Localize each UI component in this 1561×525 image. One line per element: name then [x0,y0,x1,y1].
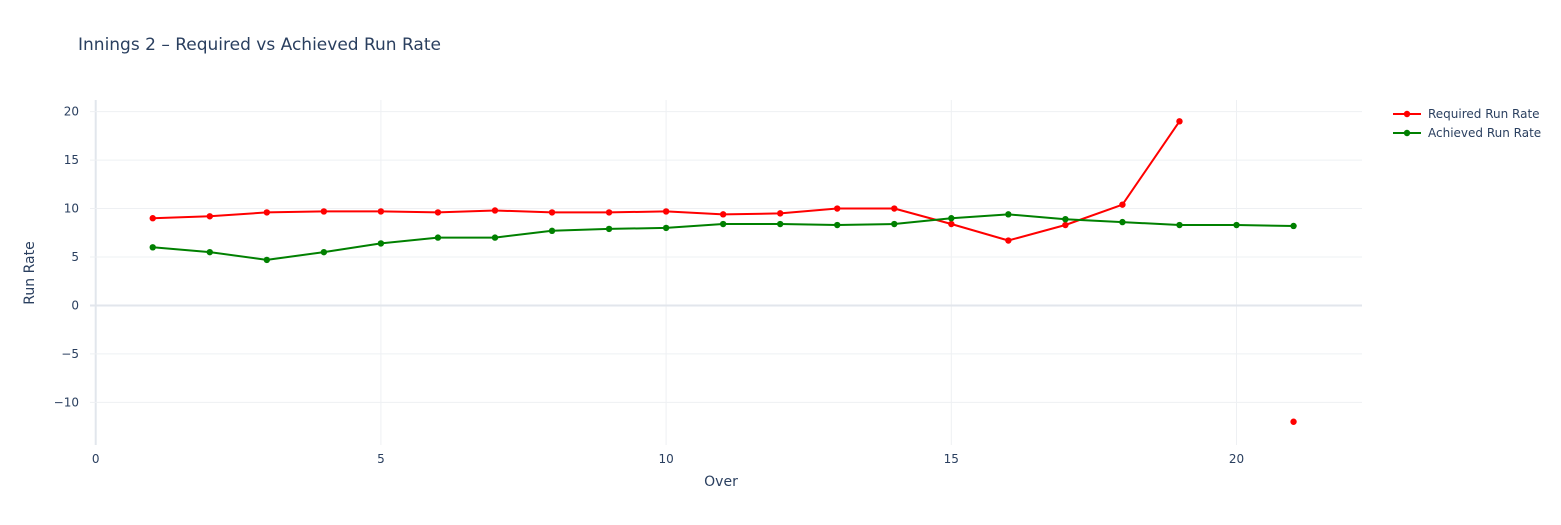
data-point [776,210,784,217]
data-point [434,209,442,216]
data-point [891,205,898,212]
data-point [1005,211,1012,218]
x-tick-labels: 0 5 10 15 20 [92,452,1244,466]
data-point [662,208,670,215]
data-point [662,224,670,232]
data-point [377,240,385,247]
data-point [320,208,328,215]
x-axis-title: Over [704,474,738,490]
series-0 [149,118,1297,425]
legend-label: Required Run Rate [1428,107,1540,121]
y-tick-label: 5 [71,250,79,264]
data-point [1062,215,1069,223]
data-point [206,213,213,220]
data-point [719,211,727,218]
data-point [891,220,898,228]
data-point [948,220,955,228]
data-point [1290,222,1297,230]
x-tick-label: 10 [658,452,673,466]
data-point [263,256,271,264]
data-point [548,209,556,216]
y-tick-label: 0 [71,298,79,312]
data-point [605,209,613,216]
data-point [491,234,499,241]
data-point [948,215,955,222]
data-point [1176,118,1183,125]
grid-lines [90,100,1362,445]
data-point [1176,221,1183,229]
x-tick-label: 0 [92,452,100,466]
data-point [320,248,328,256]
data-point [1062,221,1069,229]
y-tick-labels: −10 −5 0 5 10 15 20 [54,105,79,410]
data-point [834,205,841,212]
data-point [149,244,156,251]
data-point [1233,221,1240,229]
data-point [834,221,841,229]
data-point [605,225,613,233]
x-tick-label: 20 [1229,452,1244,466]
y-tick-label: −5 [61,347,79,361]
legend-marker [1403,110,1411,118]
data-point [1290,418,1297,425]
data-point [263,209,271,216]
data-point [548,227,556,235]
chart-title: Innings 2 – Required vs Achieved Run Rat… [78,35,441,55]
data-point [1119,201,1126,208]
data-point [1119,218,1126,226]
data-point [776,220,784,228]
data-point [434,234,442,241]
data-point [719,220,727,228]
y-tick-label: 20 [64,105,79,119]
y-tick-label: 15 [64,153,79,167]
data-point [491,207,499,214]
y-axis-title: Run Rate [22,241,38,304]
legend: Required Run Rate Achieved Run Rate [1393,107,1541,140]
y-tick-label: 10 [64,202,79,216]
data-point [206,248,213,256]
series-1 [149,211,1297,264]
data-point [1005,237,1012,244]
data-point [149,215,156,222]
series-layer [149,118,1297,425]
y-tick-label: −10 [54,395,79,409]
data-point [377,208,385,215]
x-tick-label: 5 [377,452,385,466]
legend-label: Achieved Run Rate [1428,126,1541,140]
x-tick-label: 15 [944,452,959,466]
legend-marker [1403,129,1411,137]
